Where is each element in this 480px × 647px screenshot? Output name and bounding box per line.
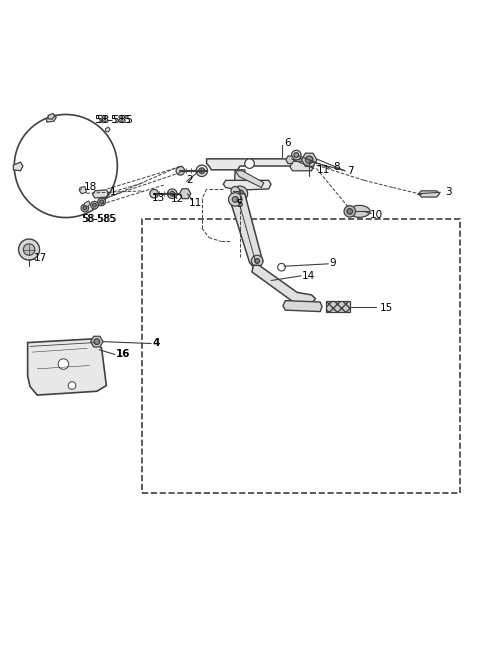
Text: 9: 9 <box>330 258 336 268</box>
Circle shape <box>81 204 89 212</box>
Circle shape <box>252 256 263 267</box>
Polygon shape <box>235 171 264 188</box>
Text: 3: 3 <box>445 187 452 197</box>
Circle shape <box>199 168 204 173</box>
Polygon shape <box>286 156 294 164</box>
Text: 4: 4 <box>153 338 160 347</box>
Text: 2: 2 <box>187 175 193 185</box>
Ellipse shape <box>348 205 370 217</box>
Circle shape <box>294 153 299 157</box>
Circle shape <box>255 259 260 263</box>
Text: 14: 14 <box>302 271 315 281</box>
Polygon shape <box>79 186 86 193</box>
Text: 17: 17 <box>34 252 47 263</box>
Text: 13: 13 <box>152 193 166 203</box>
Polygon shape <box>252 265 315 303</box>
Polygon shape <box>234 170 246 190</box>
Circle shape <box>245 159 254 168</box>
Bar <box>142 219 459 493</box>
Polygon shape <box>283 301 322 312</box>
Circle shape <box>93 203 96 207</box>
Circle shape <box>24 244 35 256</box>
Circle shape <box>168 189 177 199</box>
Polygon shape <box>47 115 56 122</box>
Polygon shape <box>419 191 440 197</box>
Circle shape <box>176 166 185 175</box>
Circle shape <box>305 156 313 164</box>
Circle shape <box>14 115 117 217</box>
Circle shape <box>68 382 76 389</box>
Polygon shape <box>301 153 317 166</box>
Circle shape <box>19 239 39 260</box>
Polygon shape <box>106 127 110 132</box>
Polygon shape <box>290 161 314 171</box>
Circle shape <box>347 208 353 214</box>
Text: 5: 5 <box>236 199 243 209</box>
Text: 10: 10 <box>370 210 384 220</box>
Circle shape <box>344 206 356 217</box>
Text: 58-585: 58-585 <box>95 115 132 126</box>
Text: 1: 1 <box>110 187 117 197</box>
Circle shape <box>236 190 244 197</box>
Polygon shape <box>229 193 263 267</box>
Circle shape <box>91 201 98 209</box>
Text: 18: 18 <box>84 182 97 193</box>
Circle shape <box>94 339 100 344</box>
Text: 58-585: 58-585 <box>82 214 116 225</box>
Circle shape <box>100 200 104 204</box>
Text: 8: 8 <box>333 162 340 173</box>
Circle shape <box>196 165 207 177</box>
Text: 58-585: 58-585 <box>96 115 133 126</box>
Text: 7: 7 <box>348 166 354 176</box>
Polygon shape <box>326 301 350 312</box>
Polygon shape <box>48 113 55 119</box>
Circle shape <box>231 186 240 195</box>
Text: 15: 15 <box>379 303 393 313</box>
Polygon shape <box>84 201 90 206</box>
Circle shape <box>228 193 242 206</box>
Text: 16: 16 <box>116 349 131 359</box>
Polygon shape <box>93 190 109 198</box>
Text: 6: 6 <box>284 138 290 148</box>
Circle shape <box>291 150 301 160</box>
Circle shape <box>150 190 158 198</box>
Circle shape <box>98 198 106 206</box>
Circle shape <box>83 206 87 210</box>
Circle shape <box>232 197 238 203</box>
Polygon shape <box>180 189 191 199</box>
Circle shape <box>170 192 175 196</box>
Polygon shape <box>223 181 271 190</box>
Circle shape <box>232 186 248 201</box>
Polygon shape <box>13 162 23 171</box>
Circle shape <box>278 263 285 271</box>
Polygon shape <box>28 339 107 395</box>
Text: 11: 11 <box>189 198 202 208</box>
Polygon shape <box>206 159 314 170</box>
Text: 12: 12 <box>171 194 184 204</box>
Polygon shape <box>91 336 103 347</box>
Circle shape <box>58 359 69 369</box>
Text: 11: 11 <box>316 165 330 175</box>
Text: 58-585: 58-585 <box>83 214 117 225</box>
